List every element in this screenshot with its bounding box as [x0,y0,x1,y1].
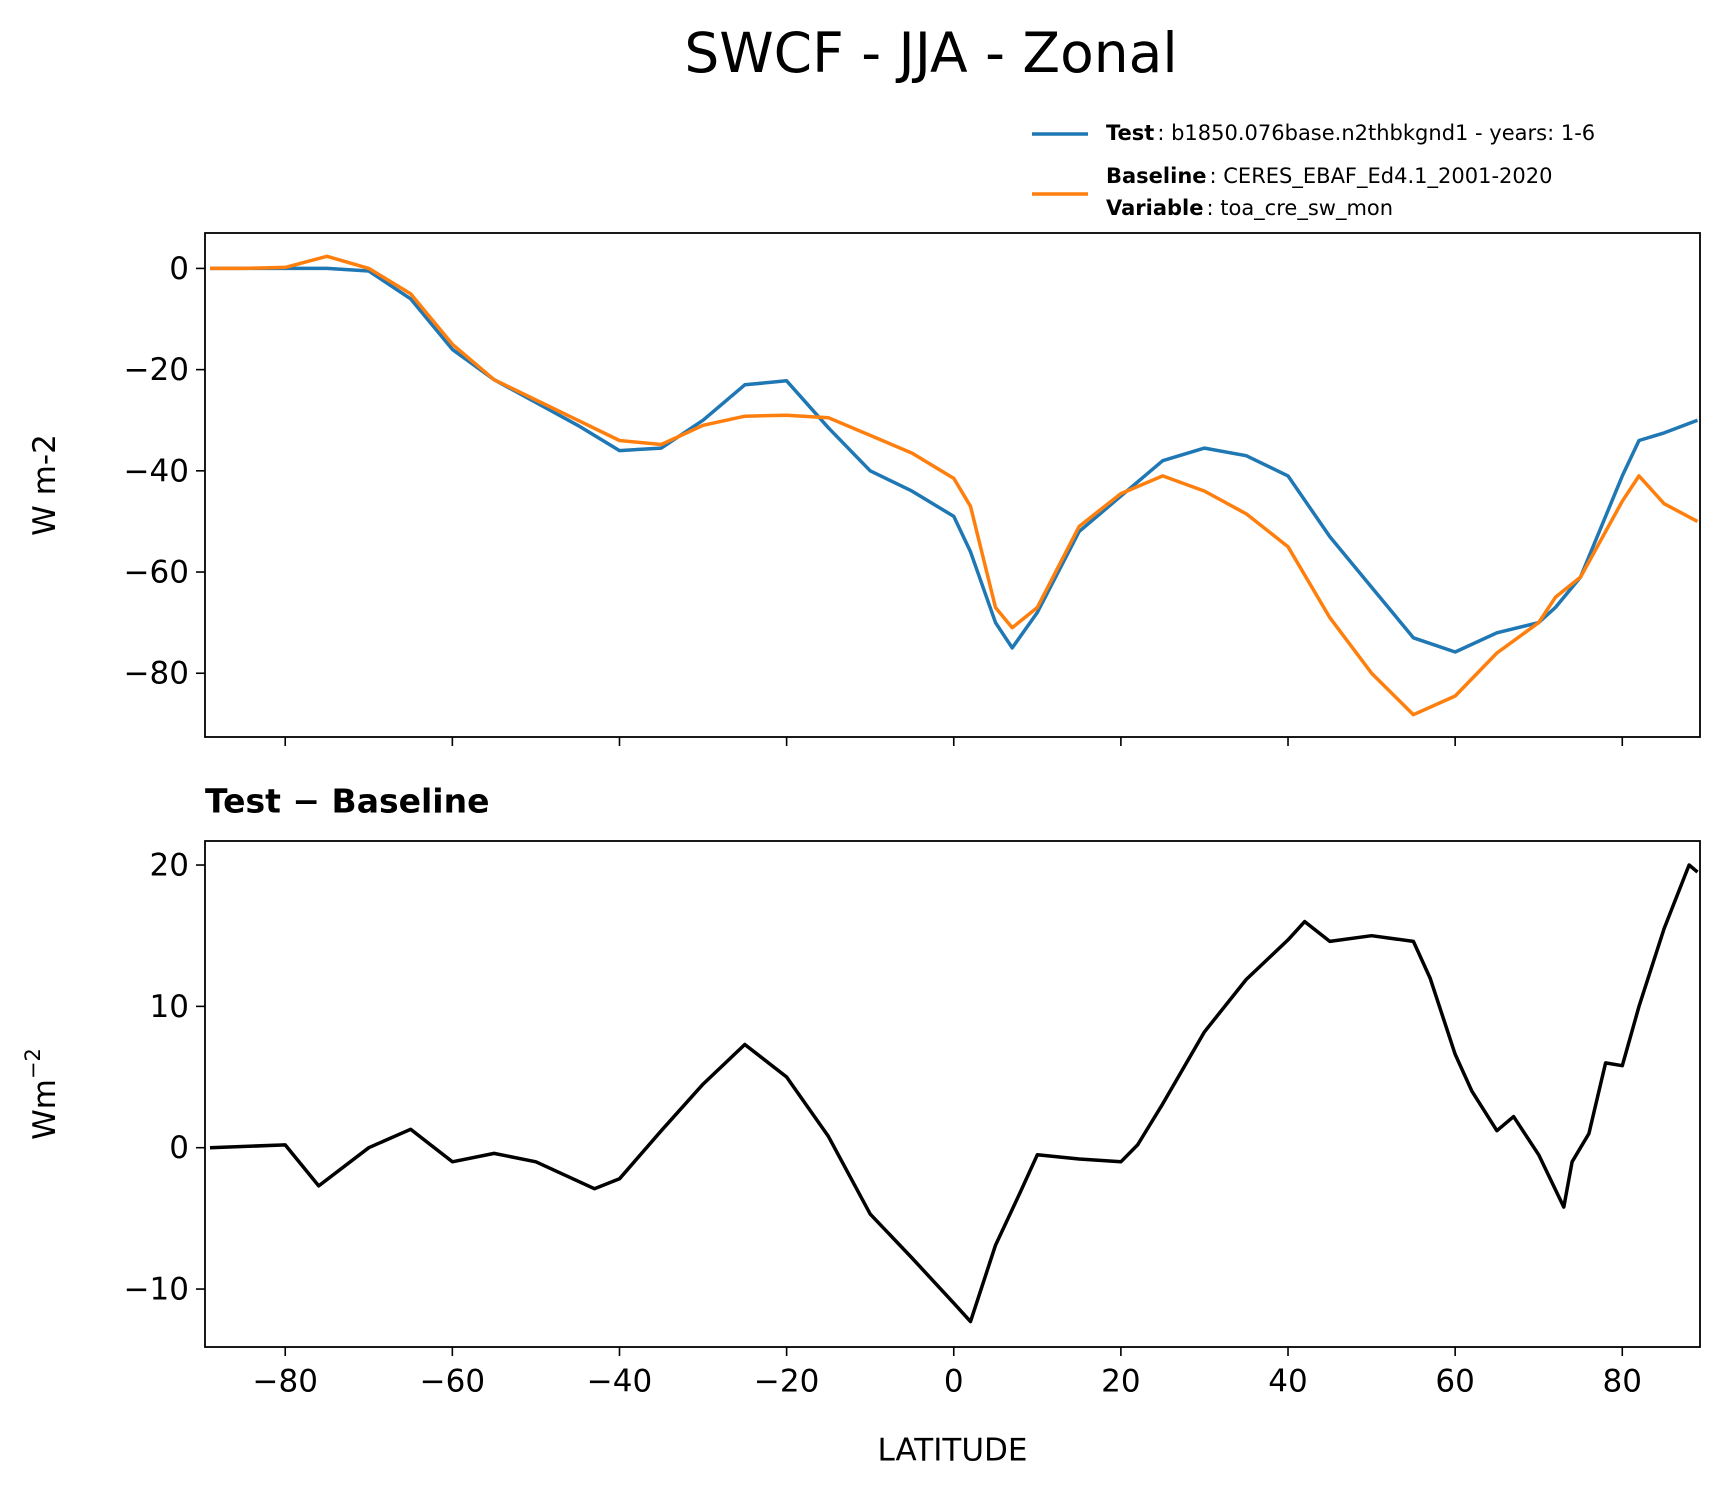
y-tick-label: 20 [150,848,189,884]
data-line [209,863,1699,1324]
x-axis-label: LATITUDE [878,1433,1028,1469]
x-tick-label: −60 [420,1364,485,1400]
data-line [210,254,1699,717]
y-axis-label-text: W m-2 [27,434,63,536]
y-axis-label-text: Wm [27,1079,63,1140]
legend-name: Baseline [1106,164,1207,188]
x-tick-label: 60 [1435,1364,1474,1400]
legend-name: Variable [1106,196,1203,220]
legend-text: : CERES_EBAF_Ed4.1_2001-2020 [1210,164,1553,189]
y-tick-label: −20 [124,352,189,388]
y-tick-label: 0 [169,251,189,287]
y-tick-label: −10 [124,1272,189,1308]
x-tick-label: −40 [587,1364,652,1400]
x-tick-label: −80 [253,1364,318,1400]
x-tick-label: −20 [754,1364,819,1400]
subplot-title: Test − Baseline [205,782,490,821]
figure-title: SWCF - JJA - Zonal [684,21,1177,85]
y-tick-label: 10 [150,989,189,1025]
y-axis-label: W m-2 [27,434,63,536]
y-tick-label: −40 [124,453,189,489]
axes-frame [204,840,1701,1348]
legend-text: : toa_cre_sw_mon [1206,196,1393,221]
legend-name: Test [1106,121,1154,145]
legend-text: : b1850.076base.n2thbkgnd1 - years: 1-6 [1157,121,1595,145]
y-tick-label: −80 [124,656,189,692]
axes-frame [204,232,1701,738]
y-axis-label: Wm−2 [21,1048,63,1140]
x-tick-label: 40 [1268,1364,1307,1400]
y-tick-label: 0 [169,1130,189,1166]
x-tick-label: 20 [1101,1364,1140,1400]
y-axis-label-sup: −2 [21,1048,45,1079]
y-tick-label: −60 [124,555,189,591]
x-tick-label: 80 [1603,1364,1642,1400]
x-tick-label: 0 [944,1364,964,1400]
